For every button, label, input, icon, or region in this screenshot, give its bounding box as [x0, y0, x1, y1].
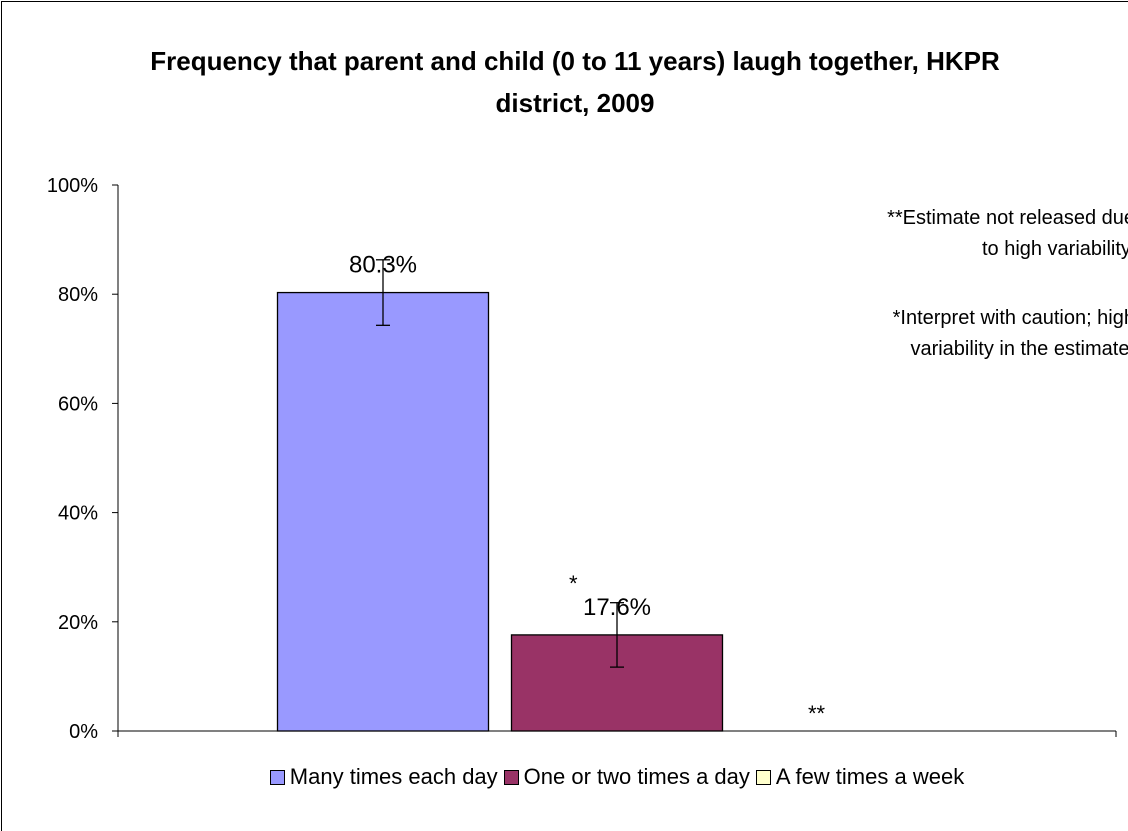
annotation: *Interpret with caution; high	[893, 307, 1128, 329]
data-marker: *	[569, 571, 578, 596]
annotation: **Estimate not released due	[887, 207, 1128, 229]
annotation: to high variability.	[982, 238, 1128, 260]
chart-title: Frequency that parent and child (0 to 11…	[150, 46, 1000, 118]
legend-item: A few times a week	[755, 764, 965, 790]
y-tick-label: 100%	[47, 175, 98, 197]
data-label: 80.3%	[349, 252, 417, 279]
legend-swatch	[503, 769, 519, 785]
legend-swatch	[269, 769, 285, 785]
y-tick-label: 20%	[58, 612, 98, 634]
y-tick-label: 60%	[58, 393, 98, 415]
y-tick-label: 0%	[69, 721, 98, 743]
legend-label: A few times a week	[775, 764, 965, 789]
data-marker: **	[808, 701, 826, 726]
legend-item: Many times each day	[269, 764, 498, 790]
legend-label: One or two times a day	[523, 764, 750, 789]
legend-swatch	[755, 769, 771, 785]
legend-label: Many times each day	[289, 764, 498, 789]
legend-item: One or two times a day	[503, 764, 750, 790]
annotation: variability in the estimate.	[910, 338, 1128, 360]
legend: Many times each day One or two times a da…	[0, 764, 1128, 790]
data-label: 17.6%	[583, 594, 651, 621]
y-tick-label: 40%	[58, 503, 98, 525]
bar	[276, 291, 490, 732]
y-tick-label: 80%	[58, 284, 98, 306]
